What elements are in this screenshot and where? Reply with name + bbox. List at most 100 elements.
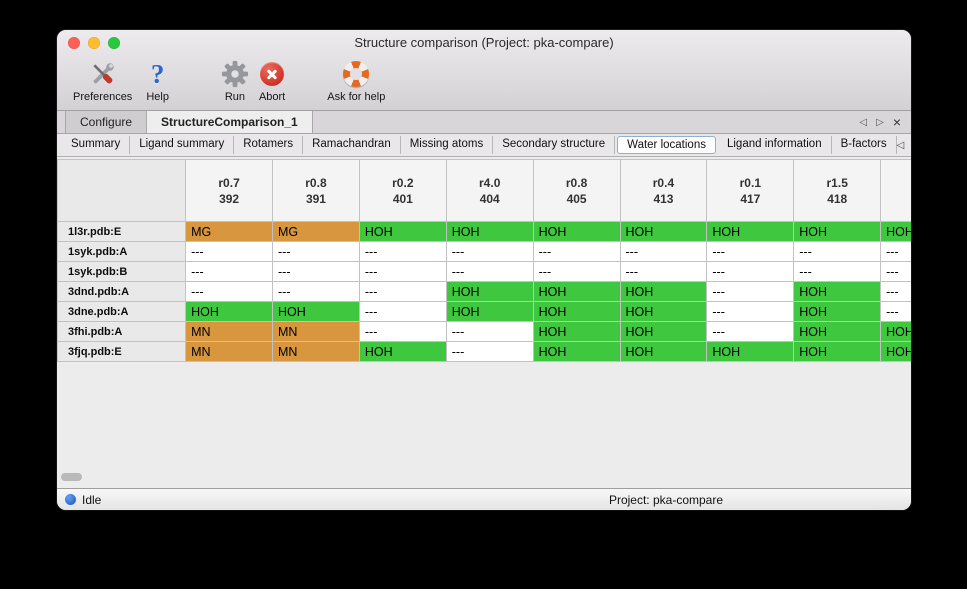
- table-cell[interactable]: HOH: [706, 341, 795, 362]
- column-header[interactable]: r0.2419: [880, 159, 911, 222]
- close-window-button[interactable]: [68, 37, 80, 49]
- table-cell[interactable]: HOH: [532, 301, 621, 322]
- subtab-ramachandran[interactable]: Ramachandran: [303, 136, 401, 154]
- row-header[interactable]: 3dnd.pdb:A: [57, 281, 187, 302]
- column-header[interactable]: r0.2 401: [358, 159, 447, 222]
- table-cell[interactable]: ---: [880, 241, 911, 262]
- table-cell[interactable]: ---: [185, 261, 274, 282]
- table-cell[interactable]: HOH: [793, 221, 882, 242]
- table-cell[interactable]: ---: [272, 281, 360, 302]
- table-cell[interactable]: HOH: [619, 341, 708, 362]
- table-cell[interactable]: ---: [358, 241, 447, 262]
- zoom-window-button[interactable]: [108, 37, 120, 49]
- table-cell[interactable]: HOH: [619, 321, 708, 342]
- table-cell[interactable]: HOH: [532, 321, 621, 342]
- table-cell[interactable]: HOH: [532, 221, 621, 242]
- next-tab-icon[interactable]: ▷: [876, 116, 884, 128]
- table-cell[interactable]: MN: [272, 341, 360, 362]
- table-cell[interactable]: ---: [880, 301, 911, 322]
- table-cell[interactable]: ---: [619, 261, 708, 282]
- table-cell[interactable]: HOH: [358, 221, 447, 242]
- table-cell[interactable]: ---: [706, 281, 795, 302]
- table-cell[interactable]: HOH: [706, 221, 795, 242]
- column-header[interactable]: r1.5 418: [793, 159, 882, 222]
- run-button[interactable]: Run: [221, 58, 249, 103]
- table-cell[interactable]: HOH: [793, 301, 882, 322]
- table-cell[interactable]: MG: [272, 221, 360, 242]
- table-cell[interactable]: ---: [358, 261, 447, 282]
- row-header[interactable]: 3dne.pdb:A: [57, 301, 187, 322]
- row-header[interactable]: 1syk.pdb:B: [57, 261, 187, 282]
- horizontal-scrollbar-thumb[interactable]: [61, 473, 82, 481]
- table-cell[interactable]: MN: [272, 321, 360, 342]
- table-cell[interactable]: ---: [185, 281, 274, 302]
- table-cell[interactable]: ---: [272, 241, 360, 262]
- table-cell[interactable]: MG: [185, 221, 274, 242]
- table-cell[interactable]: ---: [445, 341, 534, 362]
- table-cell[interactable]: HOH: [793, 321, 882, 342]
- row-header[interactable]: 3fjq.pdb:E: [57, 341, 187, 362]
- table-cell[interactable]: ---: [445, 321, 534, 342]
- table-cell[interactable]: ---: [445, 261, 534, 282]
- table-cell[interactable]: HOH: [619, 281, 708, 302]
- subtab-ligand-summary[interactable]: Ligand summary: [130, 136, 235, 154]
- table-cell[interactable]: HOH: [793, 341, 882, 362]
- row-header[interactable]: 3fhi.pdb:A: [57, 321, 187, 342]
- table-cell[interactable]: ---: [619, 241, 708, 262]
- table-cell[interactable]: ---: [793, 241, 882, 262]
- table-cell[interactable]: ---: [358, 281, 447, 302]
- table-cell[interactable]: HOH: [880, 341, 911, 362]
- minimize-window-button[interactable]: [88, 37, 100, 49]
- table-cell[interactable]: ---: [706, 241, 795, 262]
- prev-tab-icon[interactable]: ◁: [859, 116, 868, 128]
- table-cell[interactable]: HOH: [619, 301, 708, 322]
- table-cell[interactable]: ---: [358, 321, 447, 342]
- table-cell[interactable]: ---: [532, 261, 621, 282]
- abort-button[interactable]: Abort: [259, 58, 285, 103]
- table-cell[interactable]: ---: [706, 321, 795, 342]
- column-header[interactable]: r0.1 417: [706, 159, 795, 222]
- subtab-missing-atoms[interactable]: Missing atoms: [401, 136, 494, 154]
- table-cell[interactable]: HOH: [445, 301, 534, 322]
- close-tab-icon[interactable]: ×: [892, 114, 901, 130]
- tab-structurecomparison-1[interactable]: StructureComparison_1: [147, 111, 313, 133]
- subtab-rotamers[interactable]: Rotamers: [234, 136, 304, 154]
- subtab-water-locations[interactable]: Water locations: [617, 136, 716, 154]
- subtab-secondary-structure[interactable]: Secondary structure: [493, 136, 616, 154]
- row-header[interactable]: 1syk.pdb:A: [57, 241, 187, 262]
- table-cell[interactable]: ---: [880, 281, 911, 302]
- column-header[interactable]: r4.0 404: [445, 159, 534, 222]
- table-cell[interactable]: ---: [358, 301, 447, 322]
- row-header[interactable]: 1l3r.pdb:E: [57, 221, 187, 242]
- table-cell[interactable]: HOH: [445, 221, 534, 242]
- titlebar[interactable]: Structure comparison (Project: pka-compa…: [57, 30, 911, 56]
- table-cell[interactable]: HOH: [532, 281, 621, 302]
- preferences-button[interactable]: Preferences: [73, 58, 132, 103]
- table-cell[interactable]: HOH: [185, 301, 274, 322]
- subtab-ligand-information[interactable]: Ligand information: [718, 136, 832, 154]
- prev-subtab-icon[interactable]: ◁: [896, 139, 905, 151]
- column-header[interactable]: r0.7 392: [185, 159, 274, 222]
- table-cell[interactable]: HOH: [532, 341, 621, 362]
- column-header[interactable]: r0.8 391: [272, 159, 360, 222]
- table-cell[interactable]: ---: [185, 241, 274, 262]
- table-cell[interactable]: ---: [272, 261, 360, 282]
- table-cell[interactable]: HOH: [272, 301, 360, 322]
- ask-for-help-button[interactable]: Ask for help: [327, 58, 385, 103]
- table-cell[interactable]: ---: [445, 241, 534, 262]
- help-button[interactable]: ? Help: [146, 58, 169, 103]
- table-cell[interactable]: HOH: [880, 221, 911, 242]
- table-cell[interactable]: MN: [185, 341, 274, 362]
- tab-configure[interactable]: Configure: [65, 111, 148, 133]
- table-cell[interactable]: HOH: [358, 341, 447, 362]
- table-cell[interactable]: ---: [793, 261, 882, 282]
- table-cell[interactable]: MN: [185, 321, 274, 342]
- column-header[interactable]: r0.8 405: [532, 159, 621, 222]
- table-cell[interactable]: HOH: [880, 321, 911, 342]
- table-cell[interactable]: ---: [706, 301, 795, 322]
- table-cell[interactable]: HOH: [445, 281, 534, 302]
- table-cell[interactable]: HOH: [619, 221, 708, 242]
- table-cell[interactable]: ---: [706, 261, 795, 282]
- subtab-summary[interactable]: Summary: [62, 136, 131, 154]
- subtab-b-factors[interactable]: B-factors: [832, 136, 897, 154]
